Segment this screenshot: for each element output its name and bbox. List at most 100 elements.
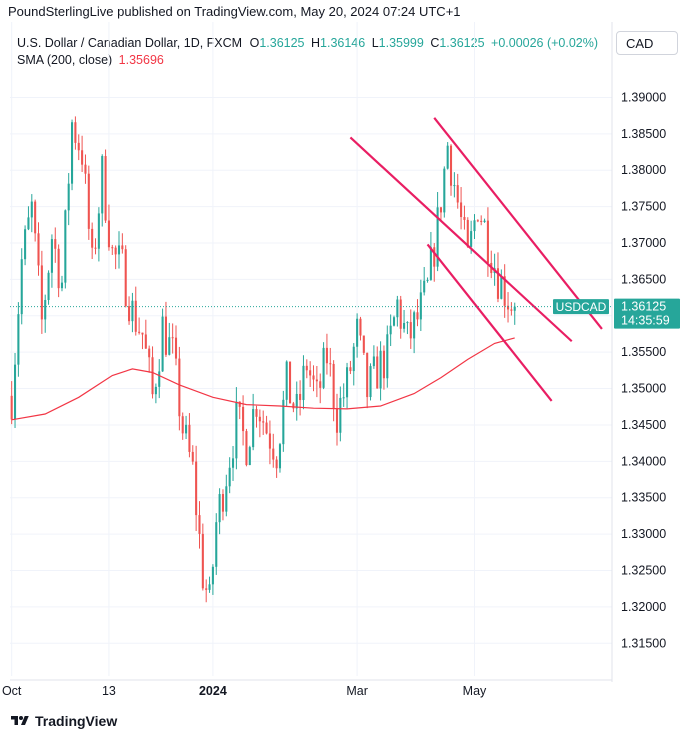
candle-body	[379, 350, 382, 389]
candle-body	[87, 173, 90, 229]
candle-body	[268, 433, 271, 449]
candle-body	[107, 220, 110, 248]
candle-body	[67, 183, 70, 211]
high-label: H	[310, 36, 321, 50]
price-tag-value: 1.36125	[621, 300, 666, 314]
candle-body	[185, 424, 188, 434]
candle-body	[356, 318, 359, 347]
candle-body	[436, 207, 439, 267]
candle-body	[406, 322, 409, 324]
candle-body	[399, 299, 402, 329]
candle-body	[148, 348, 151, 358]
candle-body	[500, 276, 503, 299]
candle-body	[295, 393, 298, 409]
open-label: O	[249, 36, 260, 50]
candle-body	[426, 279, 429, 281]
candle-body	[278, 444, 282, 469]
candle-body	[94, 247, 97, 249]
candle-body	[449, 145, 453, 186]
candle-body	[325, 347, 328, 364]
candle-body	[248, 447, 251, 466]
sma-legend: SMA (200, close) 1.35696	[17, 53, 164, 67]
y-tick-label: 1.32000	[621, 600, 666, 614]
x-tick-label: May	[463, 684, 487, 698]
open-value: 1.36125	[259, 36, 305, 50]
price-tag	[614, 298, 680, 329]
candle-body	[117, 245, 121, 255]
candle-body	[460, 202, 463, 218]
candle-body	[211, 566, 214, 585]
x-tick-label: 2024	[199, 684, 227, 698]
tradingview-logo-icon	[11, 716, 29, 725]
candle-body	[309, 370, 312, 376]
candle-body	[10, 395, 13, 420]
candle-body	[403, 322, 406, 329]
candle-body	[423, 280, 426, 293]
candle-body	[372, 356, 375, 367]
candle-body	[362, 335, 365, 353]
candle-body	[245, 431, 248, 466]
candle-body	[429, 247, 432, 280]
candle-body	[416, 312, 419, 320]
candle-body	[506, 305, 510, 310]
candle-body	[198, 515, 201, 534]
sma-label: SMA (200, close)	[17, 53, 113, 67]
candle-body	[382, 350, 385, 379]
candle-body	[215, 522, 218, 567]
candle-body	[288, 361, 292, 404]
change-value: +0.00026 (+0.02%)	[491, 36, 599, 50]
candle-body	[292, 403, 295, 409]
candle-body	[396, 299, 399, 318]
y-tick-label: 1.35000	[621, 382, 666, 396]
candle-body	[131, 300, 134, 322]
candle-body	[275, 459, 278, 469]
candle-body	[60, 282, 64, 289]
candle-body	[161, 316, 164, 372]
x-tick-label: 13	[102, 684, 116, 698]
candle-body	[71, 122, 74, 184]
candle-body	[154, 386, 157, 395]
candle-body	[446, 145, 449, 169]
candle-body	[413, 312, 416, 339]
candle-body	[20, 259, 23, 315]
candle-body	[463, 217, 466, 220]
candle-body	[101, 156, 104, 214]
candle-body	[235, 401, 238, 459]
candle-body	[231, 458, 235, 468]
candle-body	[121, 245, 124, 250]
candle-body	[158, 371, 161, 387]
candle-body	[40, 265, 43, 320]
candle-body	[97, 213, 100, 249]
candle-body	[151, 357, 154, 395]
candle-body	[513, 306, 516, 311]
candle-body	[376, 356, 379, 389]
candle-body	[389, 325, 392, 335]
y-tick-label: 1.38500	[621, 127, 666, 141]
candle-body	[188, 424, 191, 452]
candle-body	[30, 201, 33, 218]
candle-body	[486, 220, 489, 263]
grid	[10, 22, 612, 676]
publisher-line: PoundSterlingLive published on TradingVi…	[8, 4, 461, 19]
candle-body	[319, 381, 322, 388]
candle-body	[44, 299, 47, 320]
candle-body	[77, 142, 80, 151]
candle-body	[346, 367, 349, 398]
trendline	[433, 117, 603, 330]
candle-body	[456, 185, 459, 203]
candle-body	[339, 397, 342, 433]
candle-body	[181, 416, 184, 434]
candle-body	[91, 228, 94, 248]
candle-body	[272, 448, 275, 460]
candle-body	[81, 150, 84, 165]
currency-button[interactable]: CAD	[616, 31, 678, 55]
candle-body	[496, 268, 500, 299]
symbol-legend: U.S. Dollar / Canadian Dollar, 1D, FXCM …	[17, 36, 598, 50]
candle-body	[466, 219, 469, 247]
y-tick-label: 1.33500	[621, 491, 666, 505]
candle-body	[164, 316, 167, 355]
candle-body	[178, 358, 181, 417]
candle-body	[476, 220, 479, 222]
